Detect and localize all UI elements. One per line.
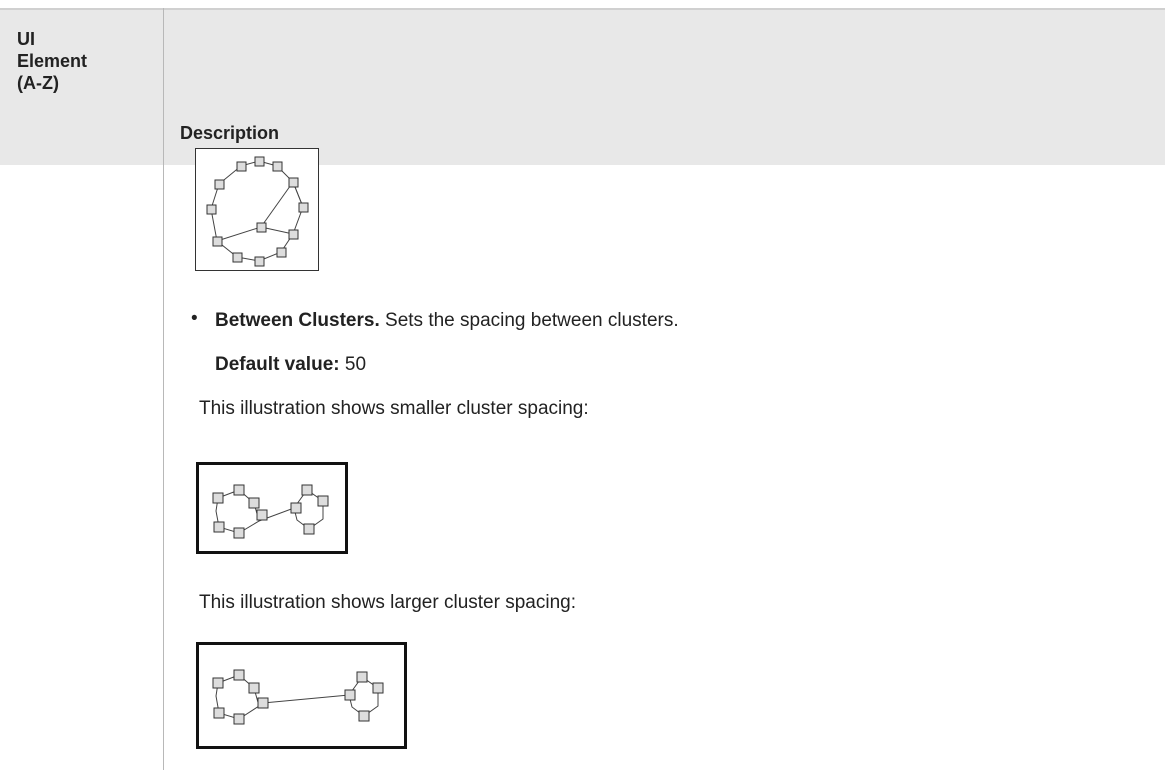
illustration <box>196 462 348 554</box>
label: Default value: <box>215 354 340 375</box>
table-header: UI Element (A-Z) Description <box>0 8 1165 165</box>
value: 50 <box>344 354 367 375</box>
caption: This illustration shows smaller cluster … <box>199 398 589 419</box>
edge <box>262 694 350 704</box>
edge <box>216 226 262 242</box>
header-cell: UI Element (A-Z) <box>17 29 88 93</box>
bullet: • <box>191 308 198 329</box>
nodes <box>206 156 309 267</box>
term: Between Clusters. <box>215 310 380 331</box>
bullet-item: Between Clusters. Sets the spacing betwe… <box>215 310 679 332</box>
nodes <box>212 484 329 539</box>
caption: This illustration shows larger cluster s… <box>199 592 576 613</box>
edge <box>260 181 294 228</box>
header-cell: Description <box>180 123 280 143</box>
edge <box>210 160 304 262</box>
nodes <box>212 669 384 725</box>
text: Sets the spacing between clusters. <box>385 310 679 331</box>
default-value: Default value: 50 <box>215 354 366 376</box>
illustration <box>196 642 407 749</box>
column-divider <box>163 8 164 770</box>
illustration <box>195 148 319 271</box>
